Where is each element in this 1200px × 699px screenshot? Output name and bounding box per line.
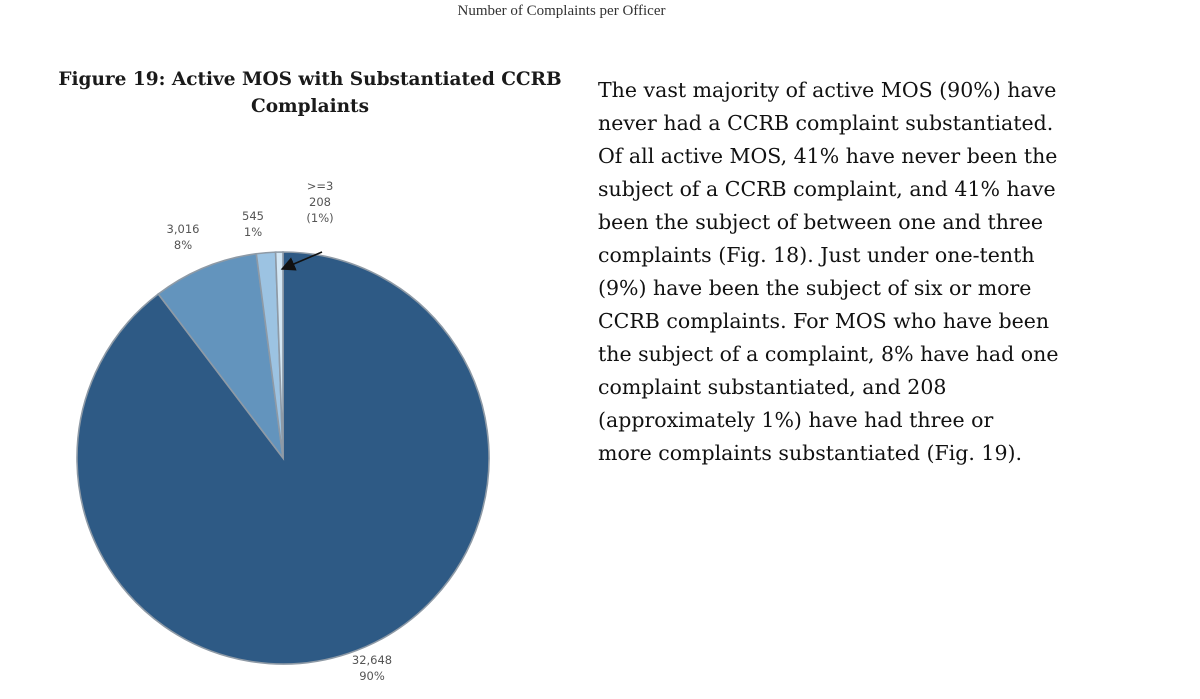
slice-percent-label-1: 8%: [174, 238, 192, 252]
figure-title-line-2: Complaints: [250, 96, 370, 117]
pie-slice-1: [157, 252, 285, 461]
slice-percent-label-3: (1%): [306, 211, 333, 225]
figure-title: Figure 19: Active MOS with Substantiated…: [40, 66, 580, 120]
figure-title-line-1: Figure 19: Active MOS with Substantiated…: [58, 69, 562, 90]
pie-labels: 32,648 90% 3,016 8% 545 1% >=3 208 (1%): [167, 179, 393, 683]
slice-count-label-1: 3,016: [167, 222, 200, 236]
slice-category-label-3: >=3: [307, 179, 334, 193]
running-header: Number of Complaints per Officer: [457, 3, 666, 19]
callout-arrow: [280, 251, 323, 271]
pie-slice-3: [274, 251, 284, 459]
slice-percent-label-2: 1%: [244, 225, 262, 239]
slice-percent-label-0: 90%: [359, 669, 385, 683]
body-paragraph: The vast majority of active MOS (90%) ha…: [598, 78, 1059, 465]
pie-slices: [76, 251, 490, 665]
slice-count-label-0: 32,648: [352, 653, 392, 667]
pie-chart: 32,648 90% 3,016 8% 545 1% >=3 208 (1%): [76, 179, 490, 683]
slice-count-label-2: 545: [242, 209, 264, 223]
slice-count-label-3: 208: [309, 195, 331, 209]
